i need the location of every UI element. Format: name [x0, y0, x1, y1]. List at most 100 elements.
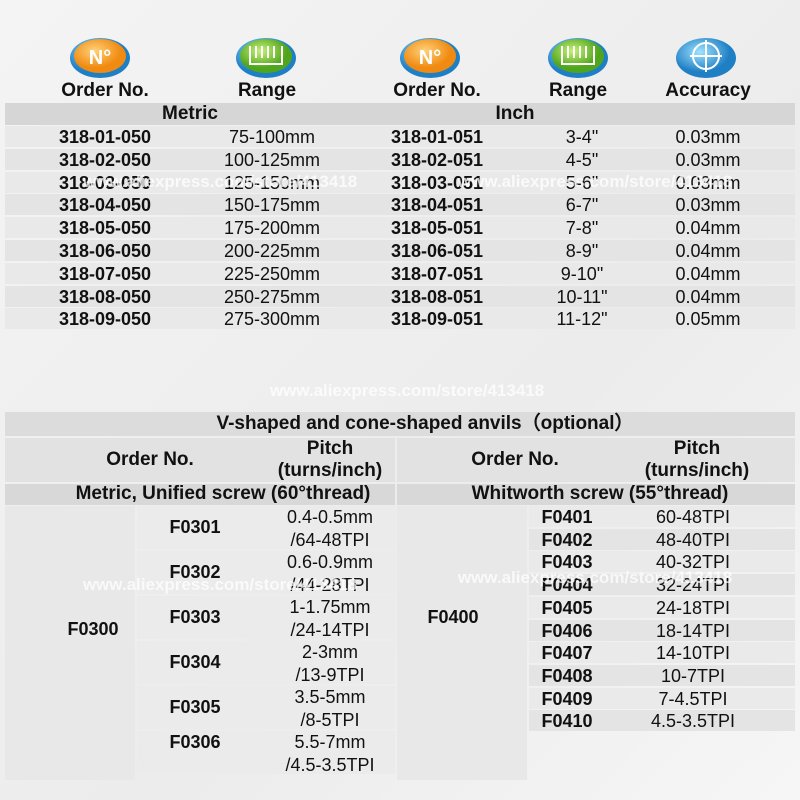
order-number: F0410: [541, 711, 593, 732]
item-bg: [137, 731, 395, 774]
pitch-text: 1-1.75mm: [289, 597, 371, 617]
column-header: Range: [548, 80, 608, 101]
cell-text: 275-300mm: [223, 309, 321, 330]
order-number: F0303: [169, 607, 221, 627]
icon-accuracy: [676, 38, 736, 78]
pitch-text: 5.5-7mm: [294, 732, 366, 752]
cell-text: 5-6": [565, 172, 599, 193]
table-title: V-shaped and cone-shaped anvils（optional…: [216, 413, 634, 434]
cell-text: 100-125mm: [223, 149, 321, 170]
pitch-text: 10-7TPI: [660, 665, 726, 686]
cell-text: 0.04mm: [675, 286, 741, 307]
row-bg: [529, 596, 795, 618]
icon-number: N°: [70, 38, 130, 78]
order-number: 318-03-051: [390, 172, 484, 193]
column-header: Order No.: [106, 449, 194, 470]
order-number: F0304: [169, 652, 221, 672]
cell-text: 8-9": [565, 241, 599, 261]
order-number: F0302: [169, 562, 221, 582]
pitch-text: /4.5-3.5TPI: [285, 755, 375, 775]
group-bg: [5, 506, 135, 780]
pitch-text: 7-4.5TPI: [658, 688, 728, 709]
cell-text: 3-4": [565, 127, 599, 147]
order-number: 318-07-051: [390, 263, 484, 284]
column-header: (turns/inch): [644, 460, 750, 481]
order-number: 318-01-050: [58, 127, 152, 147]
pitch-text: 0.6-0.9mm: [286, 552, 374, 572]
pitch-text: /64-48TPI: [290, 530, 370, 550]
cell-text: 0.04mm: [675, 263, 741, 284]
order-number: F0301: [169, 517, 221, 537]
pitch-text: 4.5-3.5TPI: [650, 711, 736, 732]
row-bg: [5, 148, 795, 170]
cell-text: 4-5": [565, 149, 599, 170]
row-bg: [529, 528, 795, 550]
order-number: 318-06-050: [58, 241, 152, 261]
order-number: 318-05-050: [58, 218, 152, 239]
order-number: F0306: [169, 732, 221, 752]
pitch-text: /44-28TPI: [290, 575, 370, 595]
icon-number: N°: [400, 38, 460, 78]
pitch-text: 32-24TPI: [655, 575, 731, 596]
row-bg: [529, 619, 795, 641]
pitch-text: 18-14TPI: [655, 620, 731, 641]
row-bg: [5, 217, 795, 239]
header-bg: [397, 438, 795, 482]
order-number: 318-04-051: [390, 195, 484, 216]
cell-text: 6-7": [565, 195, 599, 216]
pitch-text: 0.4-0.5mm: [286, 507, 374, 527]
order-number: F0406: [541, 620, 593, 641]
subheader: Whitworth screw (55°thread): [471, 483, 729, 504]
cell-text: 0.03mm: [675, 172, 741, 193]
header-icons: N° N°: [70, 38, 736, 78]
column-header: (turns/inch): [277, 460, 383, 481]
row-bg: [5, 262, 795, 284]
group-label: Metric: [162, 103, 218, 124]
item-bg: [137, 641, 395, 684]
cell-text: 9-10": [560, 263, 604, 284]
watermark: www.aliexpress.com/store/413418: [457, 172, 733, 191]
cell-text: 175-200mm: [223, 218, 321, 239]
row-bg: [5, 285, 795, 307]
row-bg: [529, 664, 795, 686]
column-header: Range: [237, 80, 297, 101]
svg-text:N°: N°: [419, 47, 441, 69]
watermark: www.aliexpress.com/store/413418: [269, 381, 545, 400]
pitch-text: 2-3mm: [301, 642, 359, 662]
cell-text: 7-8": [565, 218, 599, 239]
cell-text: 0.03mm: [675, 149, 741, 170]
subheader-bg: [5, 484, 395, 505]
order-number: 318-06-051: [390, 241, 484, 261]
pitch-text: 24-18TPI: [655, 597, 731, 618]
column-header: Pitch: [306, 438, 354, 459]
item-bg: [137, 596, 395, 639]
cell-text: 250-275mm: [223, 286, 321, 307]
order-number: F0401: [541, 507, 593, 527]
row-bg: [5, 240, 795, 261]
column-header: Order No.: [393, 80, 481, 101]
order-number: F0408: [541, 665, 593, 686]
row-bg: [529, 710, 795, 732]
row-bg: [529, 551, 795, 573]
pitch-text: 40-32TPI: [655, 552, 731, 573]
icon-range: [548, 38, 608, 78]
order-number: 318-02-051: [390, 149, 484, 170]
cell-text: 10-11": [556, 286, 608, 307]
order-number: F0407: [541, 643, 593, 664]
order-number: 318-04-050: [58, 195, 152, 216]
column-header: Order No.: [471, 449, 559, 470]
order-number: 318-09-050: [58, 309, 152, 330]
column-header: Order No.: [61, 80, 149, 101]
cell-text: 0.05mm: [675, 309, 741, 330]
order-number: F0409: [541, 688, 593, 709]
order-number: 318-07-050: [58, 263, 152, 284]
group-code: F0300: [67, 619, 119, 639]
group-code: F0400: [427, 607, 479, 627]
svg-text:N°: N°: [89, 47, 111, 69]
item-bg: [137, 686, 395, 729]
group-row-bg: [5, 103, 795, 125]
title-row-bg: [5, 412, 795, 436]
row-bg: [5, 171, 795, 193]
item-bg: [137, 506, 395, 549]
